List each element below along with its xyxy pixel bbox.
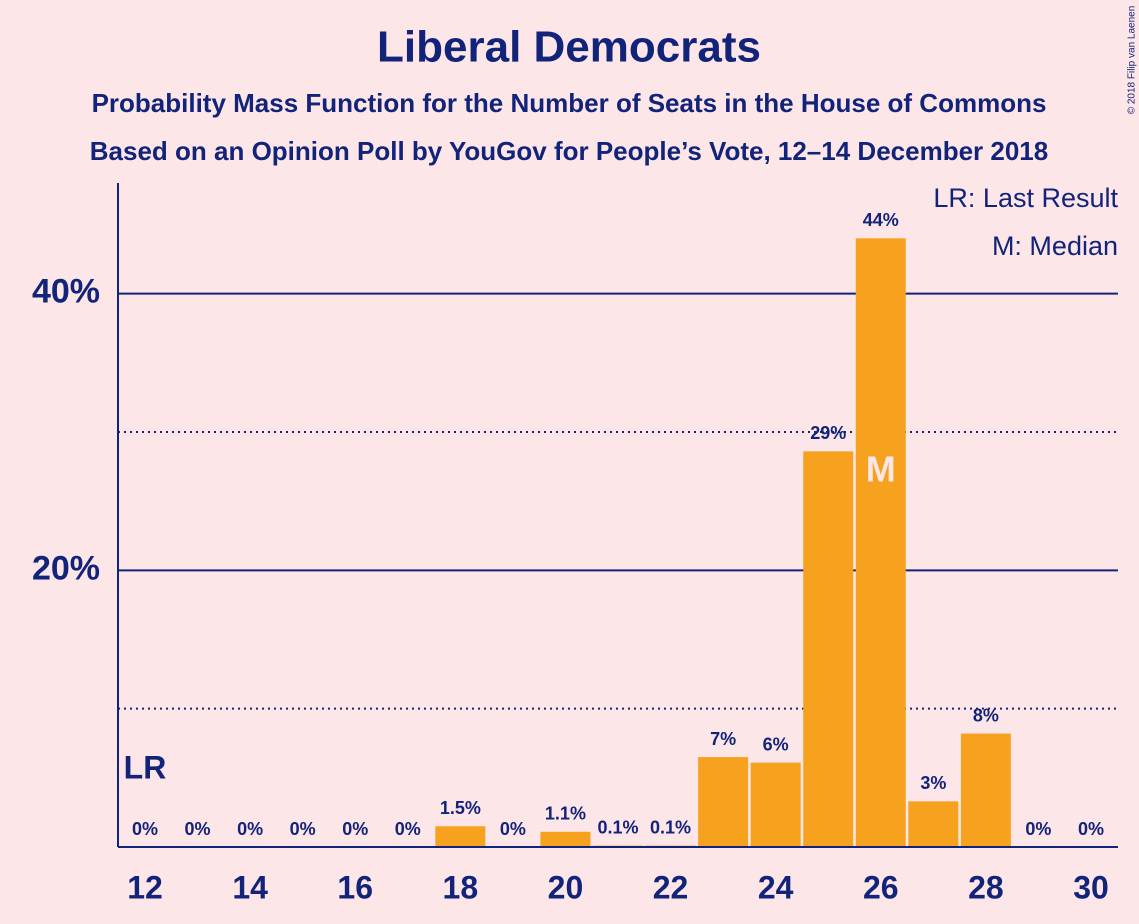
bar bbox=[960, 733, 1011, 847]
value-label: 0% bbox=[185, 819, 211, 839]
value-label: 0% bbox=[237, 819, 263, 839]
y-tick-label: 40% bbox=[32, 273, 100, 311]
value-label: 6% bbox=[763, 734, 789, 754]
x-tick-label: 24 bbox=[758, 869, 794, 905]
credit: © 2018 Filip van Laenen bbox=[1127, 6, 1138, 115]
bar bbox=[698, 757, 749, 847]
x-tick-label: 14 bbox=[232, 869, 268, 905]
x-tick-label: 28 bbox=[968, 869, 1004, 905]
chart-subtitle: Based on an Opinion Poll by YouGov for P… bbox=[90, 136, 1048, 166]
value-label: 1.5% bbox=[440, 798, 481, 818]
x-tick-label: 16 bbox=[337, 869, 373, 905]
x-tick-label: 20 bbox=[548, 869, 584, 905]
value-label: 29% bbox=[810, 423, 846, 443]
value-label: 0% bbox=[290, 819, 316, 839]
x-tick-label: 30 bbox=[1073, 869, 1109, 905]
value-label: 0.1% bbox=[650, 817, 691, 837]
x-tick-label: 12 bbox=[127, 869, 163, 905]
y-tick-label: 20% bbox=[32, 549, 100, 587]
bar bbox=[540, 831, 591, 847]
bar bbox=[750, 762, 801, 847]
value-label: 7% bbox=[710, 729, 736, 749]
annotation: LR bbox=[124, 749, 167, 785]
chart-subtitle: Probability Mass Function for the Number… bbox=[92, 88, 1047, 118]
x-tick-label: 22 bbox=[653, 869, 689, 905]
bar bbox=[908, 801, 959, 847]
value-label: 44% bbox=[863, 210, 899, 230]
value-label: 3% bbox=[920, 773, 946, 793]
value-label: 0.1% bbox=[597, 817, 638, 837]
x-tick-label: 26 bbox=[863, 869, 899, 905]
value-label: 0% bbox=[342, 819, 368, 839]
value-label: 0% bbox=[132, 819, 158, 839]
value-label: 0% bbox=[500, 819, 526, 839]
legend-entry: LR: Last Result bbox=[933, 183, 1118, 213]
value-label: 0% bbox=[395, 819, 421, 839]
value-label: 8% bbox=[973, 705, 999, 725]
value-label: 1.1% bbox=[545, 804, 586, 824]
legend-entry: M: Median bbox=[992, 231, 1118, 261]
x-tick-label: 18 bbox=[443, 869, 479, 905]
annotation: M bbox=[866, 449, 896, 490]
value-label: 0% bbox=[1078, 819, 1104, 839]
value-label: 0% bbox=[1025, 819, 1051, 839]
bar bbox=[855, 238, 906, 848]
bar bbox=[803, 451, 854, 847]
bar bbox=[435, 826, 486, 847]
chart-title: Liberal Democrats bbox=[377, 23, 761, 72]
